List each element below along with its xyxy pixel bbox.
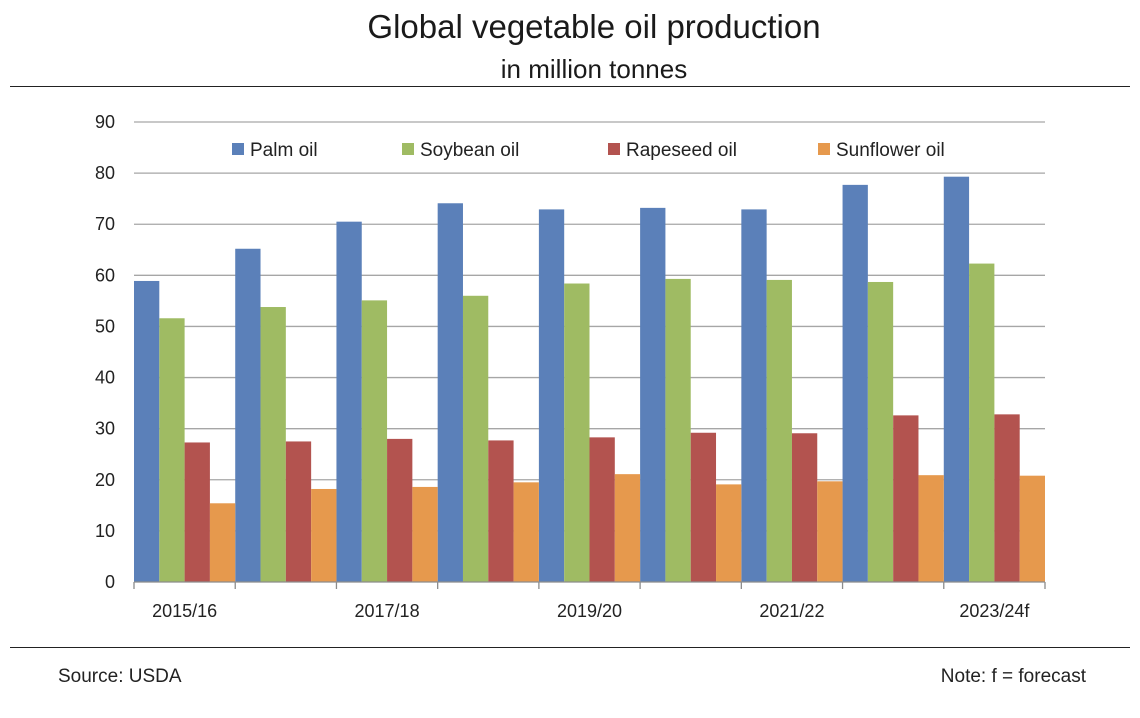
- bar-palm-oil: [134, 280, 160, 582]
- bar-soybean-oil: [462, 295, 489, 582]
- bar-sunflower-oil: [817, 481, 843, 582]
- bar-rapeseed-oil: [488, 440, 514, 582]
- bar-sunflower-oil: [311, 488, 337, 582]
- y-tick-label: 50: [95, 316, 115, 336]
- bar-sunflower-oil: [614, 474, 641, 582]
- bar-palm-oil: [640, 207, 666, 582]
- bottom-divider: [10, 647, 1130, 648]
- x-tick-label: 2015/16: [152, 601, 217, 621]
- bar-rapeseed-oil: [690, 432, 717, 582]
- bar-rapeseed-oil: [994, 414, 1020, 582]
- bar-soybean-oil: [969, 263, 995, 582]
- bar-sunflower-oil: [412, 486, 438, 582]
- y-tick-label: 30: [95, 419, 115, 439]
- legend-swatch-sunflower-oil: [818, 143, 830, 155]
- bar-chart: 0 10 20 30 40 50 60 70 80 90 2015/16 2017/18 2019/20…: [95, 112, 1046, 621]
- y-tick-label: 10: [95, 521, 115, 541]
- bar-sunflower-oil: [209, 503, 236, 582]
- bar-palm-oil: [842, 184, 868, 582]
- bar-palm-oil: [437, 203, 463, 582]
- bar-rapeseed-oil: [387, 438, 413, 582]
- legend-label-palm-oil: Palm oil: [250, 140, 318, 161]
- top-divider: [10, 86, 1130, 87]
- bar-rapeseed-oil: [893, 415, 919, 582]
- bar-soybean-oil: [260, 307, 286, 582]
- chart-subtitle: in million tonnes: [500, 54, 688, 84]
- legend-label-sunflower-oil: Sunflower oil: [836, 140, 945, 161]
- y-tick-label: 20: [95, 470, 115, 490]
- legend-label-rapeseed-oil: Rapeseed oil: [626, 140, 737, 161]
- y-tick-label: 90: [95, 112, 115, 132]
- y-tick-label: 80: [95, 163, 115, 183]
- x-tick-label: 2017/18: [355, 601, 420, 621]
- legend-swatch-rapeseed-oil: [608, 143, 620, 155]
- bar-rapeseed-oil: [285, 441, 312, 582]
- legend-label-soybean-oil: Soybean oil: [420, 140, 519, 161]
- x-tick-label: 2023/24f: [959, 601, 1030, 621]
- bar-sunflower-oil: [716, 484, 742, 582]
- bar-palm-oil: [943, 176, 970, 582]
- bar-soybean-oil: [665, 278, 691, 582]
- bar-rapeseed-oil: [791, 433, 818, 582]
- bar-palm-oil: [235, 248, 261, 582]
- bar-soybean-oil: [766, 279, 792, 582]
- bar-rapeseed-oil: [184, 442, 210, 582]
- bar-sunflower-oil: [918, 475, 944, 582]
- bar-sunflower-oil: [513, 482, 539, 582]
- bar-soybean-oil: [564, 283, 590, 582]
- bar-palm-oil: [538, 209, 565, 582]
- bar-palm-oil: [336, 221, 362, 582]
- source-note: Source: USDA: [58, 666, 182, 687]
- y-tick-label: 0: [105, 572, 115, 592]
- bar-palm-oil: [741, 209, 767, 582]
- y-tick-label: 70: [95, 214, 115, 234]
- bar-rapeseed-oil: [589, 437, 615, 582]
- bar-soybean-oil: [867, 281, 894, 582]
- bar-sunflower-oil: [1019, 475, 1045, 582]
- y-tick-label: 60: [95, 265, 115, 285]
- bar-soybean-oil: [159, 318, 185, 582]
- bar-soybean-oil: [361, 300, 388, 582]
- x-tick-label: 2019/20: [557, 601, 622, 621]
- chart-title: Global vegetable oil production: [367, 8, 821, 45]
- legend-swatch-palm-oil: [232, 143, 244, 155]
- forecast-note: Note: f = forecast: [940, 666, 1086, 687]
- y-tick-label: 40: [95, 368, 115, 388]
- x-tick-label: 2021/22: [759, 601, 824, 621]
- legend-swatch-soybean-oil: [402, 143, 414, 155]
